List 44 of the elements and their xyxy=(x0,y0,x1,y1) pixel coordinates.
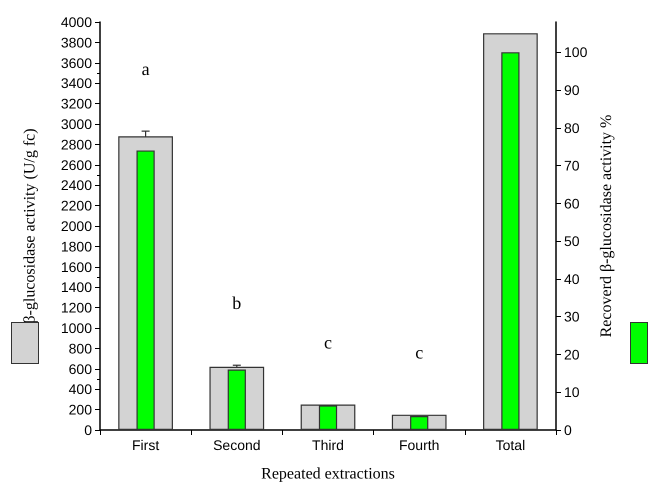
y2-tick-label: 20 xyxy=(564,346,580,362)
y2-tick-label: 70 xyxy=(564,158,580,174)
x-axis-title: Repeated extractions xyxy=(261,466,395,482)
y2-tick-label: 40 xyxy=(564,270,580,287)
y2-tick-label: 90 xyxy=(564,82,580,98)
y-tick-label: 3800 xyxy=(60,34,92,50)
y-tick-label: 4000 xyxy=(60,14,92,30)
y-tick-label: 800 xyxy=(68,340,92,356)
y2-tick-label: 60 xyxy=(564,195,580,212)
y-tick-label: 1600 xyxy=(60,258,92,275)
y-tick-label: 1800 xyxy=(60,238,92,254)
y2-tick-label: 30 xyxy=(564,308,580,325)
y-tick-label: 3400 xyxy=(60,75,92,92)
x-tick-label: Total xyxy=(496,437,526,453)
y-tick-label: 2000 xyxy=(60,218,92,234)
y2-tick-label: 80 xyxy=(564,120,580,136)
y-tick-label: 1400 xyxy=(60,279,92,296)
y2-tick-label: 50 xyxy=(564,233,580,250)
y-tick-label: 3000 xyxy=(60,116,92,132)
y-tick-label: 200 xyxy=(68,402,92,418)
y2-tick-label: 0 xyxy=(564,422,572,438)
annotation: c xyxy=(324,332,332,352)
y-tick-label: 2600 xyxy=(60,156,92,173)
y-tick-label: 2800 xyxy=(60,136,92,152)
x-tick-label: First xyxy=(132,437,160,453)
y-tick-label: 400 xyxy=(68,381,92,398)
annotation: c xyxy=(415,342,424,363)
y-tick-label: 3600 xyxy=(60,54,92,71)
y-tick-label: 600 xyxy=(68,360,92,377)
y-tick-label: 1200 xyxy=(60,300,92,316)
annotation: a xyxy=(142,59,150,80)
y-tick-label: 1000 xyxy=(60,320,92,336)
y-tick-label: 2200 xyxy=(60,198,92,214)
x-tick-label: Second xyxy=(213,437,261,453)
y2-tick-label: 100 xyxy=(564,44,588,60)
x-tick-label: Third xyxy=(312,437,344,453)
y2-axis-title: Recoverd β-glucosidase activity % xyxy=(598,114,615,338)
y-tick-label: 3200 xyxy=(60,96,92,112)
x-tick-label: Fourth xyxy=(398,437,440,453)
y-tick-label: 2400 xyxy=(60,177,92,194)
annotation: b xyxy=(232,293,242,314)
y-tick-label: 0 xyxy=(84,422,92,438)
y-axis-title: β-glucosidase activity (U/g fc) xyxy=(22,128,38,324)
y2-tick-label: 10 xyxy=(564,384,580,400)
